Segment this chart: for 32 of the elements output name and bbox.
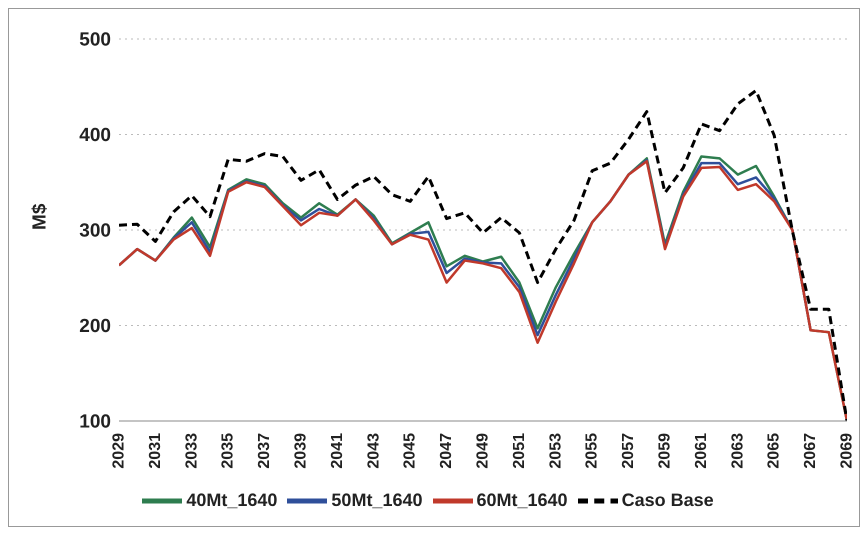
legend-label: 40Mt_1640	[186, 490, 278, 510]
line-series	[119, 89, 847, 421]
y-tick-label: 200	[79, 316, 111, 338]
x-tick-label: 2051	[510, 432, 528, 469]
x-tick-label: 2061	[692, 432, 710, 469]
legend-label: 50Mt_1640	[331, 490, 422, 510]
x-tick-label: 2033	[183, 432, 200, 469]
y-axis-title: M$	[30, 203, 51, 230]
x-tick-label: 2037	[256, 432, 274, 469]
x-tick-label: 2039	[292, 432, 310, 469]
x-tick-label: 2067	[802, 432, 820, 469]
x-tick-label: 2041	[328, 432, 346, 469]
x-tick-label: 2031	[146, 432, 164, 469]
x-tick-label: 2047	[438, 432, 456, 469]
x-tick-label: 2035	[220, 432, 237, 469]
legend-label: Caso Base	[622, 490, 714, 510]
x-tick-label: 2055	[584, 432, 601, 469]
x-tick-label: 2029	[110, 432, 128, 469]
x-tick-label: 2053	[547, 432, 564, 469]
x-tick-label: 2063	[729, 432, 746, 469]
x-tick-label: 2057	[620, 432, 638, 469]
y-tick-label: 500	[79, 30, 111, 51]
x-tick-label: 2069	[838, 432, 856, 469]
y-tick-label: 300	[79, 220, 111, 242]
x-tick-label: 2043	[365, 432, 382, 469]
x-tick-label: 2049	[474, 432, 492, 469]
legend-label: 60Mt_1640	[476, 490, 568, 510]
y-tick-label: 100	[79, 412, 111, 433]
x-tick-label: 2059	[656, 432, 674, 469]
y-tick-label: 400	[79, 125, 111, 146]
x-tick-label: 2065	[766, 432, 783, 469]
x-tick-label: 2045	[402, 432, 419, 469]
